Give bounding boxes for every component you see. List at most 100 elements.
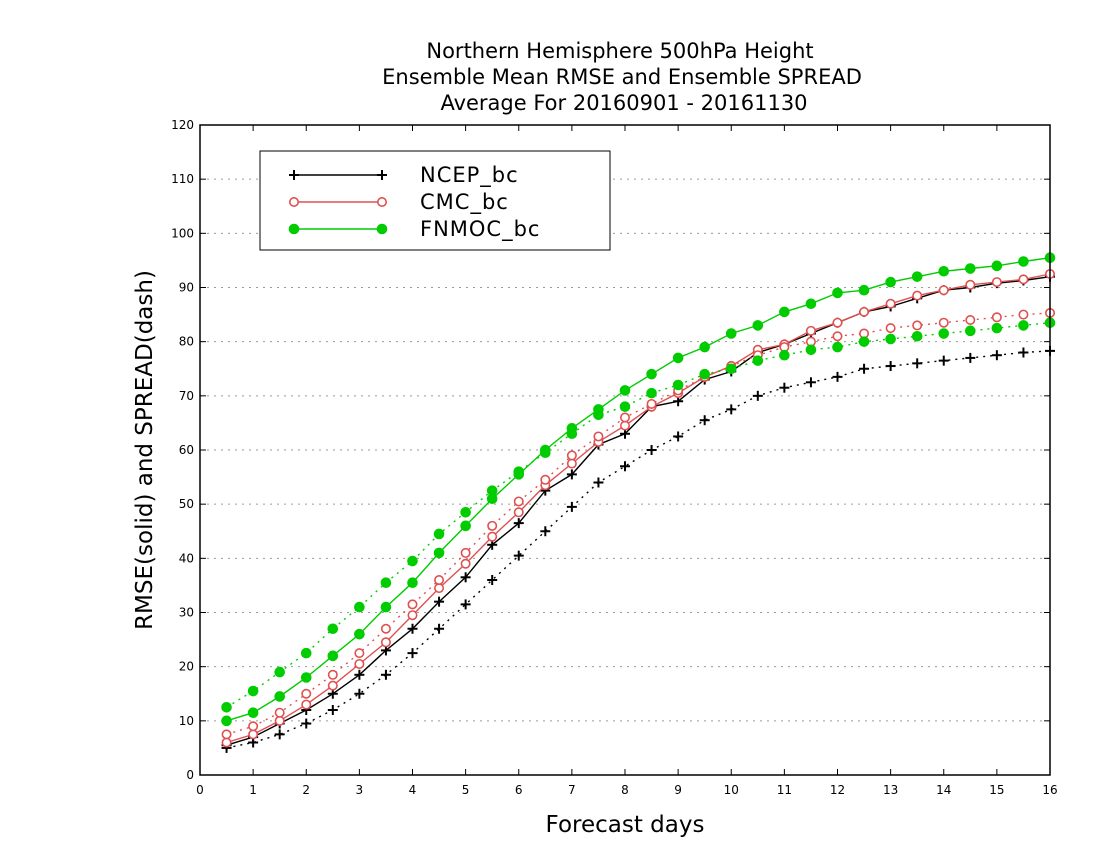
cmc-bc-rmse-point bbox=[805, 325, 816, 336]
y-tick-label: 50 bbox=[179, 497, 194, 511]
fnmoc-bc-rmse-point bbox=[460, 520, 471, 532]
x-tick-label: 11 bbox=[777, 783, 792, 797]
fnmoc-bc-rmse-point bbox=[407, 577, 418, 589]
ncep-bc-rmse-point bbox=[460, 572, 471, 583]
ncep-bc-spread-point bbox=[407, 648, 418, 659]
x-tick-label: 15 bbox=[989, 783, 1004, 797]
fnmoc-bc-rmse-point bbox=[300, 672, 312, 683]
axis-ticks bbox=[199, 124, 1051, 776]
fnmoc-bc-rmse-point bbox=[699, 341, 710, 353]
fnmoc-bc-spread-point bbox=[380, 577, 392, 589]
legend-marker-start bbox=[288, 223, 300, 235]
ncep-bc-spread-point bbox=[726, 404, 737, 415]
ncep-bc-spread-point bbox=[779, 382, 790, 393]
chart-title: Northern Hemisphere 500hPa Height Ensemb… bbox=[382, 39, 862, 115]
y-tick-label: 0 bbox=[186, 768, 194, 782]
ncep-bc-spread-point bbox=[912, 358, 923, 369]
cmc-bc-spread-point bbox=[248, 721, 259, 732]
ncep-bc-spread-point bbox=[487, 575, 498, 585]
cmc-bc-rmse-point bbox=[301, 699, 312, 710]
fnmoc-bc-rmse-point bbox=[991, 260, 1003, 272]
series-layer bbox=[221, 252, 1056, 753]
x-tick-label: 13 bbox=[883, 783, 898, 797]
fnmoc-bc-rmse-point bbox=[965, 263, 976, 274]
legend-marker-end bbox=[377, 170, 387, 180]
legend-marker-start bbox=[288, 197, 299, 208]
ncep-bc-spread-point bbox=[805, 377, 816, 388]
cmc-bc-spread-point bbox=[619, 412, 630, 423]
fnmoc-bc-rmse-point bbox=[911, 271, 923, 282]
fnmoc-bc-spread-point bbox=[540, 447, 551, 459]
fnmoc-bc-spread-point bbox=[327, 623, 339, 635]
fnmoc-bc-spread-point bbox=[300, 647, 312, 659]
cmc-bc-spread-point bbox=[912, 320, 923, 331]
fnmoc-bc-spread-point bbox=[646, 387, 657, 399]
ncep-bc-spread-point bbox=[513, 550, 524, 561]
x-tick-label: 12 bbox=[830, 783, 845, 797]
cmc-bc-rmse-point bbox=[221, 737, 232, 748]
x-tick-labels: 0 1 2 3 4 5 6 7 8 9 10 11 12 13 14 15 16 bbox=[196, 783, 1057, 797]
fnmoc-bc-spread-point bbox=[938, 328, 950, 339]
cmc-bc-spread-point bbox=[487, 520, 498, 531]
title-line-1: Northern Hemisphere 500hPa Height bbox=[426, 39, 813, 63]
cmc-bc-rmse-point bbox=[407, 610, 418, 621]
ncep-bc-spread-point bbox=[646, 445, 657, 455]
fnmoc-bc-rmse-point bbox=[1018, 256, 1029, 267]
cmc-bc-spread-point bbox=[221, 729, 232, 740]
x-tick-label: 6 bbox=[515, 783, 523, 797]
cmc-bc-spread-point bbox=[566, 450, 577, 461]
fnmoc-bc-spread-point bbox=[593, 409, 604, 421]
y-tick-label: 20 bbox=[179, 660, 194, 674]
ncep-bc-spread-point bbox=[620, 461, 630, 472]
fnmoc-bc-rmse-point bbox=[752, 320, 764, 331]
ncep-bc-spread-point bbox=[301, 718, 312, 729]
cmc-bc-spread-point bbox=[965, 314, 976, 325]
fnmoc-bc-spread-point bbox=[566, 428, 578, 440]
series-ncep-bc bbox=[221, 271, 1055, 753]
ncep-bc-spread-point bbox=[832, 371, 843, 382]
fnmoc-bc-rmse-point bbox=[221, 715, 232, 727]
cmc-bc-spread-point bbox=[407, 599, 418, 610]
fnmoc-bc-rmse-point bbox=[832, 287, 843, 299]
x-tick-label: 5 bbox=[462, 783, 470, 797]
fnmoc-bc-spread-point bbox=[460, 506, 471, 518]
y-tick-label: 80 bbox=[179, 335, 194, 349]
cmc-bc-spread-point bbox=[301, 688, 312, 699]
fnmoc-bc-rmse-point bbox=[380, 601, 392, 613]
fnmoc-bc-spread-point bbox=[885, 333, 896, 345]
ncep-bc-rmse-point bbox=[434, 596, 445, 607]
cmc-bc-rmse-point bbox=[885, 298, 896, 309]
fnmoc-bc-rmse-point bbox=[805, 298, 817, 310]
legend-marker-start bbox=[289, 170, 299, 180]
cmc-bc-spread-point bbox=[832, 331, 843, 342]
fnmoc-bc-rmse-point bbox=[885, 276, 896, 288]
cmc-bc-spread-point bbox=[354, 648, 365, 659]
cmc-bc-spread-point bbox=[991, 312, 1002, 323]
fnmoc-bc-spread-point bbox=[672, 379, 684, 391]
fnmoc-bc-spread-point bbox=[354, 601, 365, 613]
title-line-2: Ensemble Mean RMSE and Ensemble SPREAD bbox=[382, 65, 862, 89]
fnmoc-bc-rmse-point bbox=[858, 284, 870, 296]
fnmoc-bc-spread-point bbox=[619, 401, 631, 412]
cmc-bc-spread-point bbox=[1018, 309, 1029, 320]
fnmoc-bc-spread-point bbox=[911, 330, 923, 342]
cmc-bc-rmse-point bbox=[619, 420, 630, 431]
ncep-bc-spread-point bbox=[274, 729, 285, 740]
cmc-bc-rmse-point bbox=[380, 637, 391, 648]
ncep-bc-spread-point bbox=[859, 363, 870, 374]
ncep-bc-spread-point bbox=[673, 431, 684, 442]
x-tick-label: 9 bbox=[674, 783, 682, 797]
legend-marker-end bbox=[376, 197, 387, 208]
fnmoc-bc-spread-point bbox=[779, 349, 790, 361]
fnmoc-bc-rmse-point bbox=[274, 691, 285, 702]
fnmoc-bc-rmse-point bbox=[938, 265, 950, 277]
y-tick-label: 120 bbox=[171, 118, 194, 132]
cmc-bc-rmse-point bbox=[566, 458, 577, 469]
title-line-3: Average For 20160901 - 20161130 bbox=[440, 91, 807, 115]
ncep-bc-spread-point bbox=[434, 623, 445, 634]
y-tick-label: 30 bbox=[179, 606, 194, 620]
x-tick-label: 10 bbox=[724, 783, 739, 797]
fnmoc-bc-spread-point bbox=[991, 322, 1003, 334]
y-tick-label: 110 bbox=[171, 172, 194, 186]
